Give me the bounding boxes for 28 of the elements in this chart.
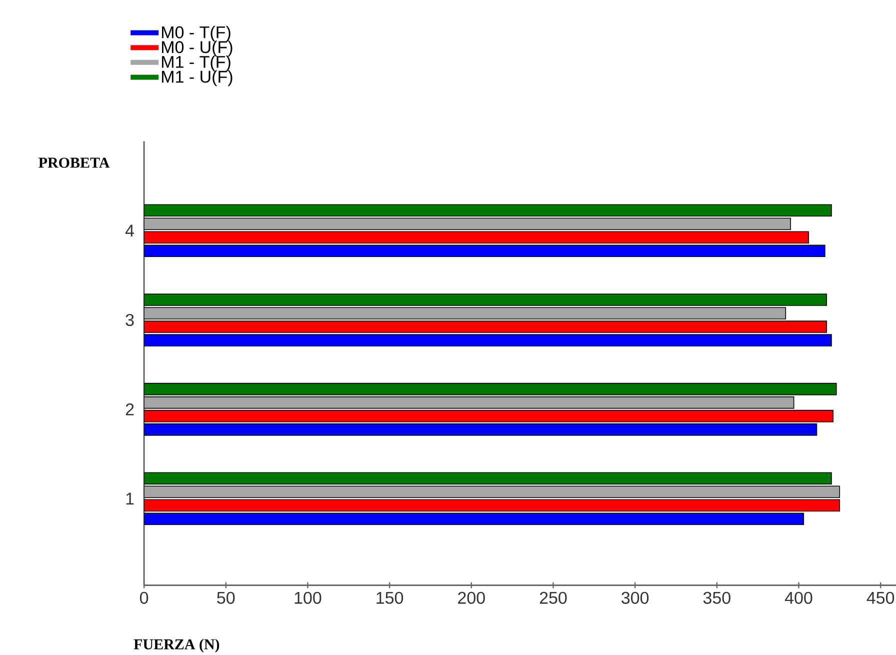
y-axis-title: PROBETA — [38, 158, 110, 168]
legend-label: M0 - T(F) — [162, 26, 230, 42]
x-tick-label: 400 — [784, 592, 812, 604]
x-tick-label: 450 — [866, 592, 894, 604]
legend-label: M1 - T(F) — [162, 55, 230, 72]
y-tick-label: 1 — [126, 492, 134, 504]
legend-label: M0 - U(F) — [162, 40, 232, 56]
y-tick-label: 2 — [126, 403, 134, 416]
x-tick-label: 200 — [458, 592, 485, 604]
x-tick-label: 300 — [622, 592, 649, 604]
legend-label: M1 - U(F) — [162, 70, 232, 86]
y-tick-label: 4 — [125, 224, 134, 236]
bar — [144, 307, 786, 320]
bar — [144, 396, 794, 409]
bar — [144, 512, 804, 526]
x-tick-label: 250 — [540, 592, 567, 604]
bar — [144, 218, 791, 230]
x-tick-label: 150 — [376, 592, 404, 604]
x-tick-label: 350 — [703, 592, 730, 604]
x-tick-label: 100 — [294, 592, 322, 604]
x-tick-label: 0 — [140, 592, 148, 604]
x-axis-title: FUERZA (N) — [134, 638, 220, 652]
bar — [144, 244, 826, 258]
bar — [144, 423, 818, 436]
bar — [144, 334, 832, 346]
bar — [144, 486, 840, 498]
x-tick-label: 50 — [217, 592, 235, 604]
y-tick-label: 3 — [126, 314, 134, 326]
